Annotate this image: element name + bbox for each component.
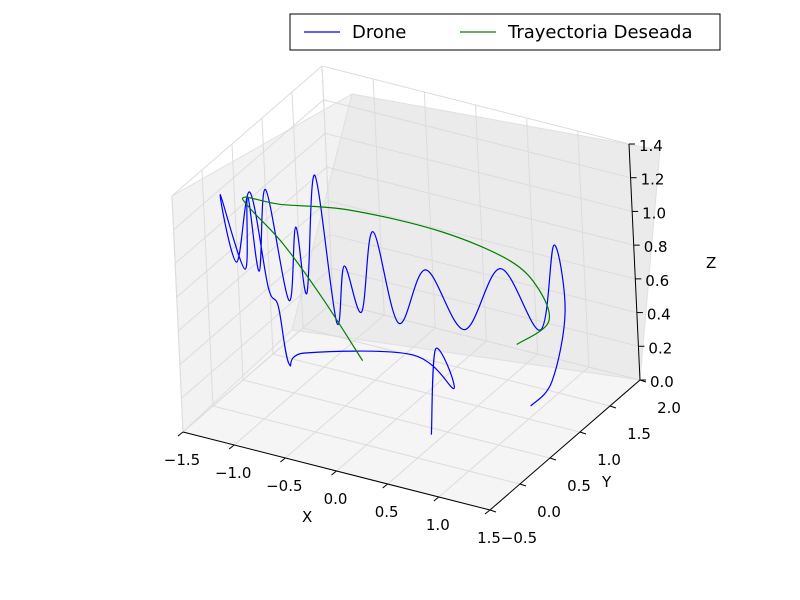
y-axis-line — [489, 379, 641, 511]
grid-line-z-side — [179, 234, 331, 365]
grid-line-z-back — [321, 65, 630, 145]
z-tick-label: 0.4 — [647, 306, 671, 324]
x-tick-label: −1.5 — [164, 451, 200, 469]
grid-line-x-floor — [336, 340, 487, 472]
x-tick-label: 1.0 — [426, 516, 450, 534]
z-tick-label: 0.2 — [648, 339, 672, 357]
x-tick-mark — [177, 431, 184, 437]
y-tick-mark — [519, 483, 527, 487]
grid-line-y-floor — [212, 405, 521, 485]
y-tick-mark — [549, 457, 557, 461]
y-tick-label: 2.0 — [657, 399, 681, 417]
grid-line-x-back — [526, 117, 539, 355]
grid-line-z-side — [173, 99, 324, 231]
grid-line-z-back — [326, 166, 634, 246]
y-tick-label: 1.0 — [597, 451, 621, 469]
z-axis-ticks: 0.0 0.2 0.4 0.6 0.8 1.0 1.2 1.4 — [629, 137, 674, 391]
x-tick-mark — [228, 444, 235, 450]
grid-line-x-back — [372, 78, 385, 316]
series-line-drone — [219, 174, 566, 435]
z-tick-label: 0.0 — [650, 373, 674, 391]
y-tick-mark — [489, 509, 497, 513]
x-tick-label: 1.5 — [477, 529, 501, 547]
grid-line-y-floor — [272, 353, 581, 433]
grid-line-z-side — [181, 267, 332, 399]
y-tick-label: 0.0 — [537, 503, 561, 521]
x-tick-label: −0.5 — [266, 477, 302, 495]
grid-line-z-back — [332, 301, 641, 381]
z-axis-label: Z — [706, 254, 716, 272]
series-layer — [219, 174, 566, 435]
y-axis-ticks: −0.50.0 0.5 1.0 1.5 2.0 — [489, 379, 681, 547]
x-axis-label: X — [302, 508, 312, 526]
grid-line-z-back — [323, 99, 631, 179]
z-tick-label: 1.2 — [641, 171, 665, 189]
legend-label-drone: Drone — [352, 22, 406, 43]
grid-line-y-side — [201, 169, 214, 407]
x-tick-label: −1.0 — [215, 464, 251, 482]
grid-line-x-floor — [285, 327, 436, 459]
grid-line-x-back — [475, 104, 487, 342]
x-tick-mark — [484, 509, 491, 515]
x-tick-label: 0.5 — [375, 503, 399, 521]
grid-line-x-back — [577, 130, 590, 368]
y-tick-mark — [579, 431, 587, 435]
grid-line-z-side — [177, 200, 329, 332]
grid-line-z-back — [328, 200, 636, 280]
grid-line-x-back — [423, 91, 436, 329]
grid-line-x-floor — [387, 353, 538, 485]
grid-line-y-side — [321, 65, 334, 303]
z-axis-line — [628, 143, 641, 381]
grid-line-y-side — [261, 117, 274, 355]
y-tick-label: −0.5 — [501, 529, 537, 547]
x-tick-mark — [331, 470, 337, 476]
grid-line-x-floor — [233, 314, 385, 446]
y-tick-mark — [609, 405, 617, 409]
y-tick-label: 1.5 — [627, 425, 651, 443]
grid-line-z-back — [325, 132, 633, 212]
x-tick-label: 0.0 — [324, 490, 348, 508]
grid-line-z-side — [176, 166, 328, 298]
grid-line-z-back — [329, 234, 637, 314]
grid-line-y-side — [171, 195, 184, 433]
grid-line-y-floor — [242, 379, 551, 459]
grid-line-y-floor — [302, 327, 611, 407]
z-tick-label: 0.8 — [644, 238, 668, 256]
legend-label-trayectoria-deseada: Trayectoria Deseada — [507, 22, 693, 43]
legend: Drone Trayectoria Deseada — [289, 13, 721, 51]
grid-lines — [171, 65, 641, 511]
legend-frame — [289, 13, 721, 51]
x-axis-ticks: −1.5 −1.0 −0.5 0.0 0.5 1.0 1.5 — [164, 431, 501, 547]
grid-line-x-floor — [438, 366, 590, 498]
series-line-trayectoria-deseada — [241, 196, 551, 362]
x-tick-mark — [280, 457, 286, 463]
z-tick-label: 1.0 — [642, 204, 666, 222]
z-tick-label: 0.6 — [645, 272, 669, 290]
y-axis-label: Y — [601, 473, 612, 491]
x-tick-mark — [382, 483, 388, 489]
grid-line-z-side — [182, 301, 334, 433]
grid-line-z-side — [171, 65, 323, 197]
y-tick-label: 0.5 — [567, 477, 591, 495]
z-tick-label: 1.4 — [639, 137, 663, 155]
x-tick-mark — [433, 496, 440, 502]
grid-line-z-back — [331, 267, 639, 347]
grid-line-y-side — [291, 91, 304, 329]
